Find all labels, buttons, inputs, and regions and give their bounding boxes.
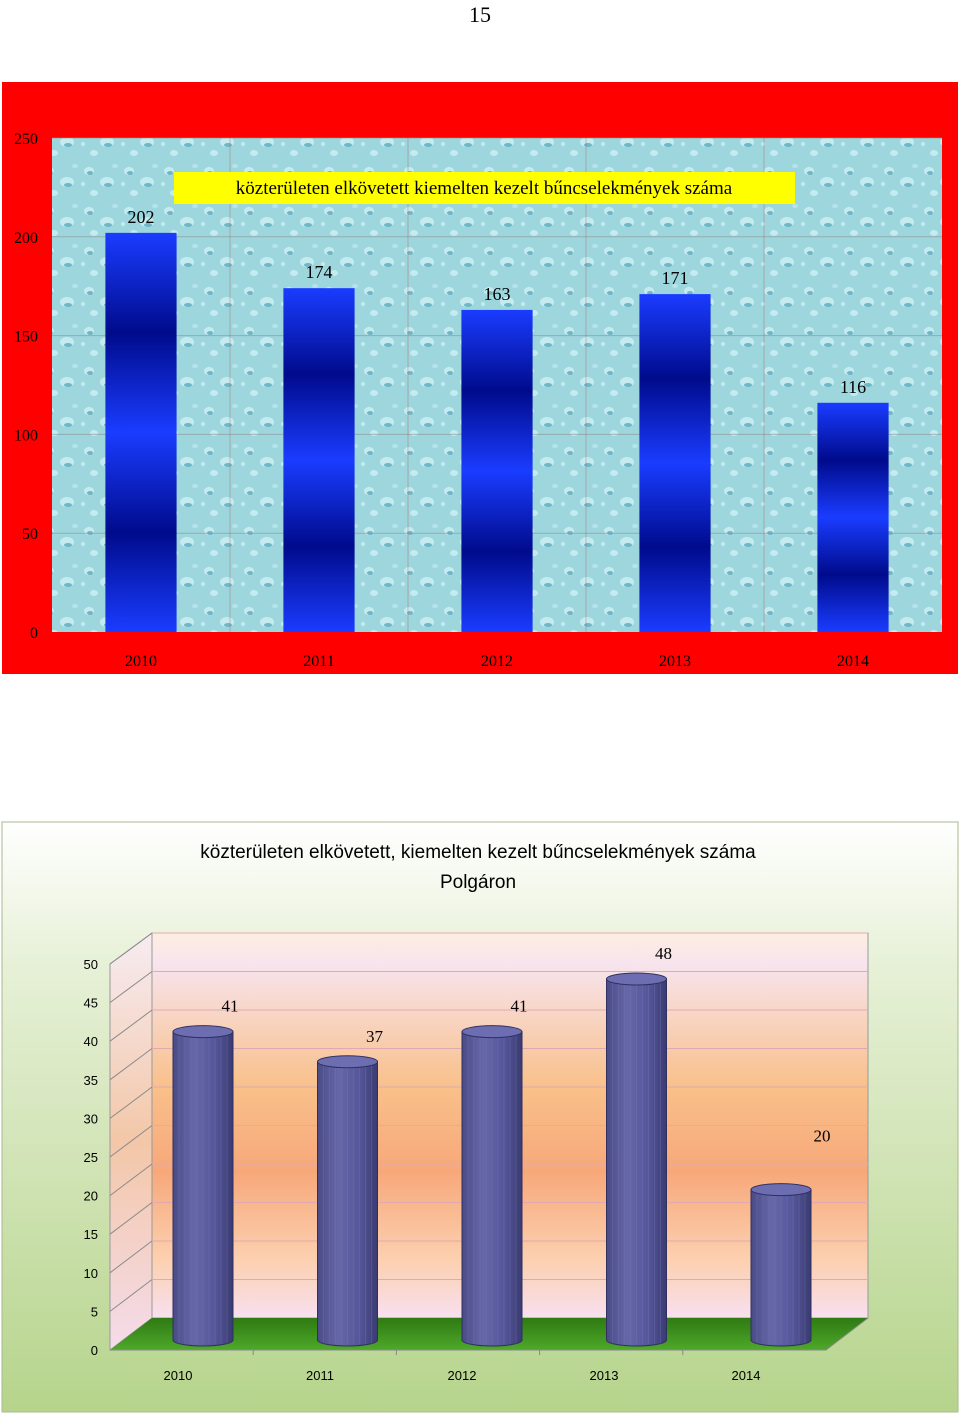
gridline-side	[109, 1202, 153, 1235]
y-tick-label: 30	[84, 1111, 98, 1126]
data-label-2011: 37	[366, 1027, 384, 1046]
data-label-2012: 163	[484, 284, 511, 304]
x-tick-label: 2011	[303, 653, 334, 670]
polgar-cylinder-chart: közterületen elkövetett, kiemelten kezel…	[1, 821, 959, 1413]
y-tick-label: 100	[14, 427, 38, 444]
y-tick-label: 25	[84, 1150, 98, 1165]
y-tick-label: 150	[14, 329, 38, 346]
cylinder-2011	[317, 1055, 378, 1347]
cylinder-top	[317, 1055, 378, 1069]
cylinder-2012	[461, 1025, 523, 1347]
bar-2013	[639, 294, 711, 632]
data-label-2012: 41	[511, 997, 528, 1016]
y-tick-label: 50	[84, 957, 98, 972]
gridline-side	[109, 1279, 153, 1312]
x-tick-label: 2013	[659, 653, 691, 670]
bar-2011	[283, 288, 355, 632]
chart-title-line-1: közterületen elkövetett, kiemelten kezel…	[200, 842, 756, 863]
data-label-2010: 202	[128, 207, 155, 227]
gridline-side	[109, 1163, 153, 1196]
cylinder-2010	[172, 1025, 234, 1347]
y-tick-label: 200	[14, 230, 38, 247]
y-tick-label: 0	[91, 1343, 98, 1358]
y-tick-label: 20	[84, 1189, 98, 1204]
data-label-2010: 41	[222, 997, 239, 1016]
x-tick-label: 2012	[481, 653, 513, 670]
cylinder-top	[750, 1183, 812, 1197]
data-label-2013: 48	[655, 944, 672, 963]
cylinder-top	[172, 1025, 234, 1039]
data-label-2011: 174	[306, 262, 333, 282]
gridline-side	[109, 1009, 153, 1042]
data-label-2014: 20	[814, 1127, 831, 1146]
page-number: 15	[469, 2, 491, 27]
cylinder-2013	[606, 972, 667, 1347]
y-tick-label: 45	[84, 996, 98, 1011]
y-tick-label: 0	[30, 625, 38, 642]
chart-title: közterületen elkövetett kiemelten kezelt…	[236, 178, 733, 199]
y-tick-label: 5	[91, 1304, 98, 1319]
gridline-side	[109, 1240, 153, 1274]
gridline-side	[109, 1125, 153, 1158]
x-tick-label: 2010	[164, 1368, 193, 1383]
gridline-side	[109, 1048, 153, 1081]
cylinder-top	[606, 972, 667, 986]
y-tick-label: 10	[84, 1266, 98, 1281]
y-tick-label: 250	[14, 131, 38, 148]
data-label-2014: 116	[840, 377, 866, 397]
x-tick-label: 2014	[837, 653, 869, 670]
gridline-side	[109, 971, 153, 1004]
x-tick-label: 2012	[448, 1368, 477, 1383]
x-tick-label: 2011	[306, 1368, 334, 1383]
gridline-side	[109, 932, 153, 965]
chart-title-background	[174, 172, 795, 204]
chart-title-line-2: Polgáron	[440, 872, 516, 893]
x-tick-label: 2014	[732, 1368, 761, 1383]
x-tick-label: 2013	[590, 1368, 619, 1383]
bar-2012	[461, 309, 533, 632]
data-label-2013: 171	[662, 268, 689, 288]
y-tick-label: 35	[84, 1073, 98, 1088]
y-tick-label: 15	[84, 1227, 98, 1242]
x-tick-label: 2010	[125, 653, 157, 670]
gridline-side	[109, 1086, 153, 1119]
bar-2010	[105, 232, 177, 632]
bar-2014	[817, 402, 889, 632]
floor-right-edge	[825, 1317, 869, 1351]
cylinder-top	[461, 1025, 523, 1039]
y-tick-label: 50	[22, 526, 38, 543]
crime-bar-chart: 0 50 100 150 200 250 202 174 163 171 116 2010 2011…	[2, 82, 958, 674]
y-tick-label: 40	[84, 1034, 98, 1049]
cylinder-2014	[750, 1183, 812, 1347]
